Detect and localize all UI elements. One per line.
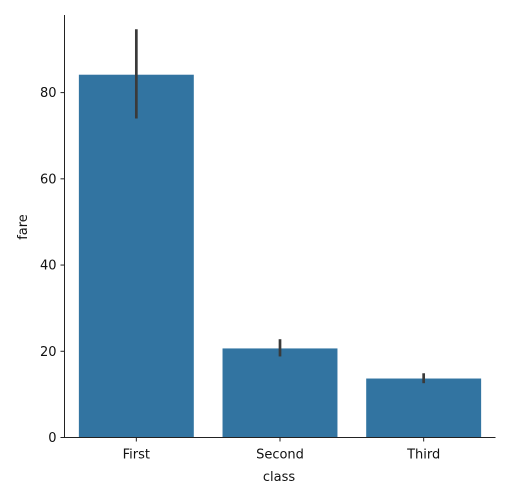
y-tick-label: 80 bbox=[40, 86, 57, 101]
x-tick-label-second: Second bbox=[256, 448, 304, 463]
y-tick-label: 40 bbox=[40, 259, 57, 274]
bars-layer bbox=[78, 74, 482, 438]
axes-layer: 0 20 40 60 80 First Second Third bbox=[40, 15, 496, 463]
bar-third bbox=[366, 378, 482, 438]
y-tick-label: 0 bbox=[48, 431, 56, 446]
y-tick-label: 60 bbox=[40, 172, 57, 187]
y-tick-label: 20 bbox=[40, 345, 57, 360]
bar-first bbox=[78, 74, 194, 438]
bar-second bbox=[222, 348, 338, 438]
x-tick-label-first: First bbox=[123, 448, 150, 463]
errorbars-layer bbox=[134, 29, 426, 384]
y-axis-label: fare bbox=[16, 214, 31, 240]
x-tick-label-third: Third bbox=[406, 448, 440, 463]
x-axis-label: class bbox=[263, 470, 295, 485]
